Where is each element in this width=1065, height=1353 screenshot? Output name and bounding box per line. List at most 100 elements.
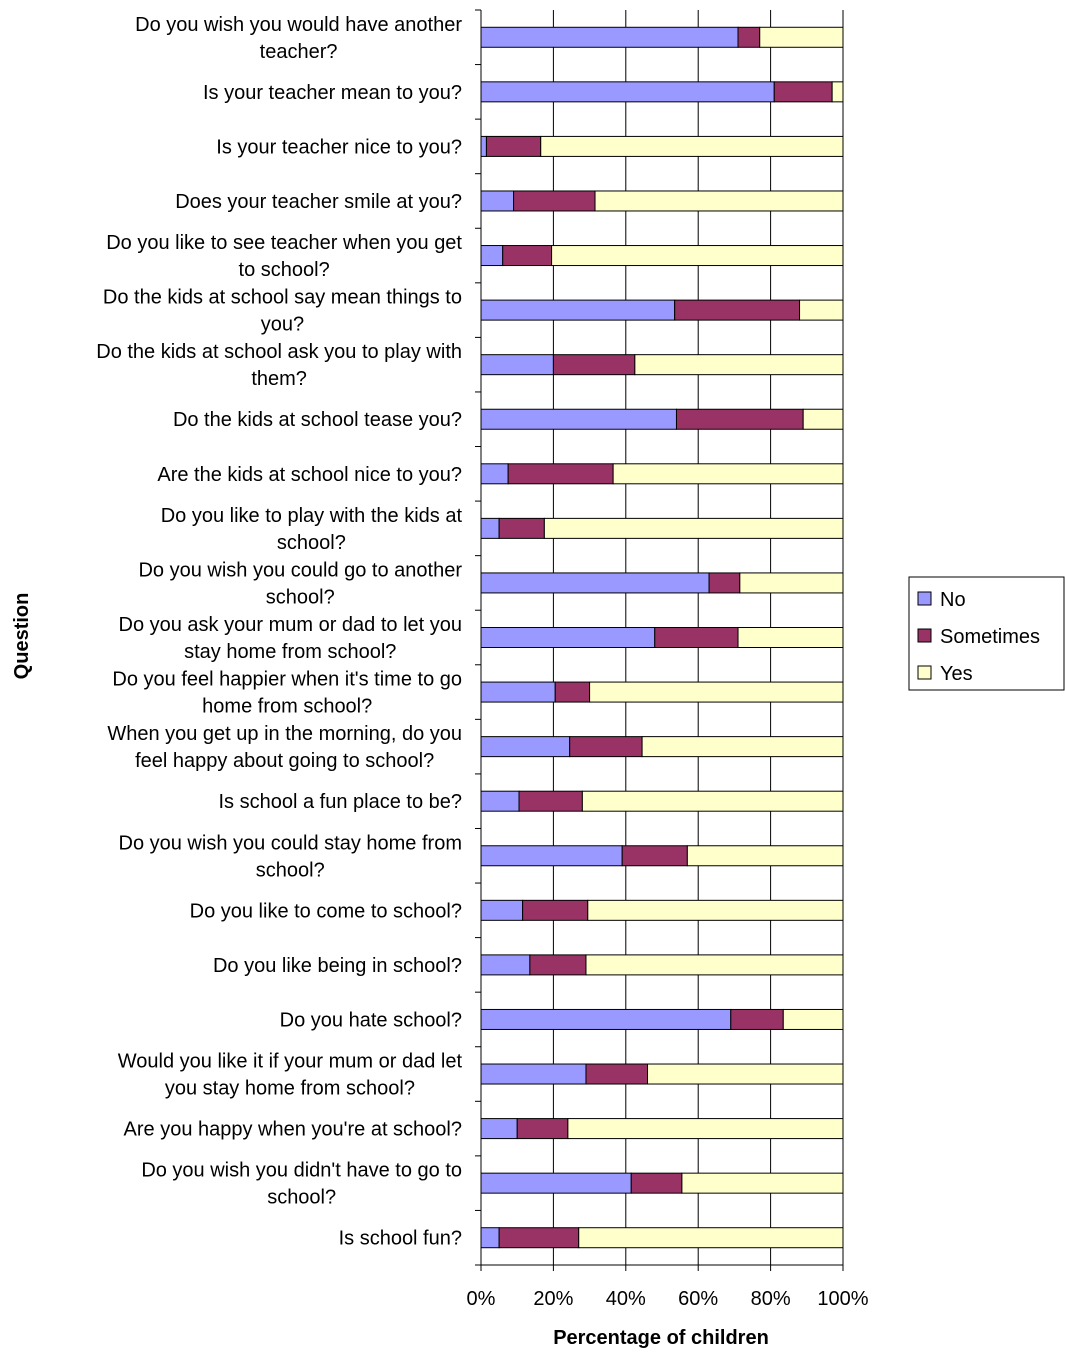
bar-segment-no xyxy=(480,1063,587,1085)
bar-segment-sometimes xyxy=(585,1063,649,1085)
bar-segment-no xyxy=(480,26,739,48)
legend-label-no: No xyxy=(940,589,966,611)
bar-segment-yes xyxy=(543,517,844,539)
bar-segment-sometimes xyxy=(621,845,688,867)
category-label: Do you wish you didn't have to go to scho… xyxy=(141,1160,462,1209)
bar-segment-sometimes xyxy=(516,1118,569,1140)
bar-segment-no xyxy=(480,354,554,376)
bar-segment-yes xyxy=(612,463,844,485)
bar-segment-no xyxy=(480,408,677,430)
bar-segment-no xyxy=(480,463,509,485)
bar-segment-yes xyxy=(634,354,844,376)
category-label: Is your teacher nice to you? xyxy=(216,136,462,158)
bar-segment-sometimes xyxy=(569,736,643,758)
category-label: Do you like to come to school? xyxy=(190,900,462,922)
bar-segment-no xyxy=(480,790,520,812)
category-label: Would you like it if your mum or dad let… xyxy=(118,1051,463,1100)
bar-segment-sometimes xyxy=(737,26,761,48)
bar-segment-yes xyxy=(737,627,844,648)
bar-segment-yes xyxy=(540,135,844,157)
bar-segment-no xyxy=(480,845,623,867)
bar-segment-yes xyxy=(782,1008,844,1030)
bar-segment-yes xyxy=(831,81,844,103)
bar-segment-no xyxy=(480,899,524,921)
category-label: Is school a fun place to be? xyxy=(219,791,463,813)
bar-segment-no xyxy=(480,572,710,594)
x-tick-label: 20% xyxy=(533,1288,573,1310)
bar-segment-no xyxy=(480,81,775,103)
axes xyxy=(475,9,844,1271)
bar-segment-sometimes xyxy=(654,627,739,648)
bar-segment-sometimes xyxy=(730,1008,784,1030)
category-label: Does your teacher smile at you? xyxy=(175,191,462,213)
legend-box xyxy=(908,576,1065,691)
bar-segment-sometimes xyxy=(674,299,801,321)
bar-segment-sometimes xyxy=(675,408,804,430)
category-label: Do you wish you could go to another schoo… xyxy=(138,559,462,608)
bar-segment-yes xyxy=(799,299,844,321)
category-label: Do you hate school? xyxy=(280,1009,462,1031)
x-axis-title: Percentage of children xyxy=(553,1327,769,1349)
bar-segment-sometimes xyxy=(507,463,614,485)
category-label: Do you wish you could stay home from scho… xyxy=(119,832,463,881)
category-label: Do you wish you would have another teache… xyxy=(135,14,462,63)
bar-segment-no xyxy=(480,1118,518,1140)
bar-segment-sometimes xyxy=(522,899,589,921)
bar-segment-yes xyxy=(739,572,844,594)
bar-segment-no xyxy=(480,299,676,321)
bar-segment-no xyxy=(480,245,504,267)
x-tick-label: 60% xyxy=(678,1288,718,1310)
legend: No Sometimes Yes xyxy=(908,576,1065,691)
category-label: Do you like to play with the kids at scho… xyxy=(161,505,463,554)
bar-segment-yes xyxy=(589,681,844,703)
bar-segment-sometimes xyxy=(529,954,587,976)
category-label: Do you like being in school? xyxy=(213,955,462,977)
bar-segment-yes xyxy=(587,899,844,921)
bar-segment-sometimes xyxy=(485,135,542,157)
category-label: Is school fun? xyxy=(339,1228,462,1250)
bar-segment-no xyxy=(480,517,500,539)
y-axis-title: Question xyxy=(11,593,33,680)
bar-segment-sometimes xyxy=(498,1227,580,1249)
bar-segment-yes xyxy=(802,408,844,430)
bar-segment-sometimes xyxy=(552,354,636,376)
x-tick-label: 80% xyxy=(751,1288,791,1310)
category-label: Do the kids at school tease you? xyxy=(173,409,462,431)
bar-segment-yes xyxy=(641,736,844,758)
legend-label-sometimes: Sometimes xyxy=(940,626,1040,648)
bar-segment-yes xyxy=(581,790,844,812)
bar-segment-sometimes xyxy=(502,245,553,267)
x-tick-label: 40% xyxy=(606,1288,646,1310)
bar-segment-sometimes xyxy=(630,1172,683,1194)
bars xyxy=(480,26,844,1249)
legend-swatch-yes xyxy=(917,665,932,680)
bar-segment-no xyxy=(480,736,571,758)
bar-segment-yes xyxy=(567,1118,844,1140)
category-label: When you get up in the morning, do you fe… xyxy=(107,723,462,772)
legend-label-yes: Yes xyxy=(940,663,973,685)
bar-segment-no xyxy=(480,1008,732,1030)
x-tick-labels: 0% 20% 40% 60% 80% 100% xyxy=(467,1288,869,1310)
category-label: Do the kids at school say mean things to… xyxy=(103,287,462,336)
bar-segment-sometimes xyxy=(554,681,591,703)
bar-segment-yes xyxy=(578,1227,844,1249)
bar-segment-no xyxy=(480,954,531,976)
x-tick-label: 0% xyxy=(467,1288,496,1310)
category-label: Is your teacher mean to you? xyxy=(203,82,462,104)
bar-segment-no xyxy=(480,135,487,157)
bar-segment-yes xyxy=(551,245,844,267)
bar-segment-sometimes xyxy=(513,190,596,212)
bar-segment-no xyxy=(480,190,515,212)
category-labels: Do you wish you would have another teache… xyxy=(96,14,462,1250)
legend-swatch-sometimes xyxy=(917,628,932,643)
bar-segment-no xyxy=(480,627,656,648)
bar-segment-no xyxy=(480,1172,632,1194)
bar-segment-yes xyxy=(759,26,844,48)
bar-segment-yes xyxy=(686,845,844,867)
category-label: Are the kids at school nice to you? xyxy=(157,464,462,486)
category-label: Do you ask your mum or dad to let you sta… xyxy=(119,614,463,663)
bar-segment-yes xyxy=(681,1172,844,1194)
bar-segment-sometimes xyxy=(498,517,545,539)
bar-segment-yes xyxy=(594,190,844,212)
